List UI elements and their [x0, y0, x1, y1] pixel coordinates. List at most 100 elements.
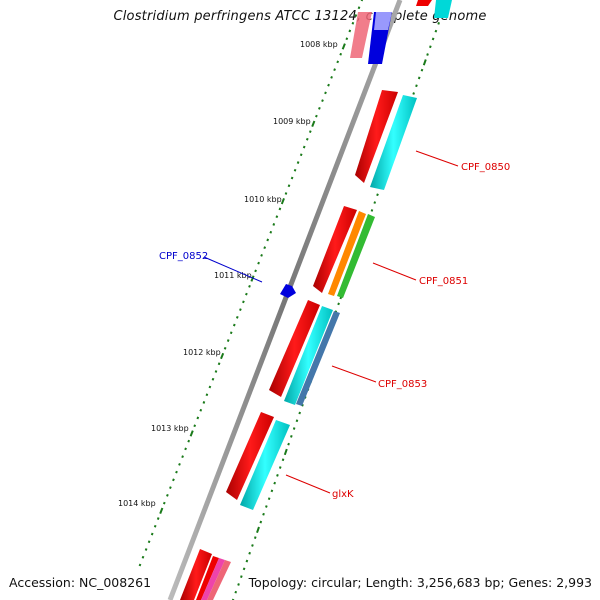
- gene-label-cpf0852[interactable]: CPF_0852: [159, 251, 208, 262]
- gene-block-cpf0853: [269, 300, 340, 406]
- gene-label-glxk[interactable]: glxK: [332, 489, 354, 500]
- minor-tick: [295, 419, 299, 423]
- gene-label-cpf0850[interactable]: CPF_0850: [461, 162, 510, 173]
- minor-tick: [298, 411, 302, 415]
- gene-feature: [207, 560, 231, 600]
- minor-tick: [208, 385, 212, 389]
- minor-tick: [239, 308, 242, 311]
- minor-tick: [150, 532, 154, 536]
- gene-feature: [374, 12, 392, 30]
- minor-tick: [263, 246, 267, 250]
- kbp-labels: 1008 kbp 1009 kbp 1010 kbp 1011 kbp 1012…: [118, 40, 338, 508]
- minor-tick: [301, 403, 304, 407]
- minor-tick: [370, 209, 374, 212]
- minor-tick: [147, 540, 151, 544]
- gene-block-top: [350, 0, 452, 64]
- gene-label-cpf0853[interactable]: CPF_0853: [378, 379, 427, 390]
- gene-feature: [434, 0, 452, 18]
- minor-tick: [242, 300, 245, 304]
- minor-tick: [199, 408, 203, 412]
- minor-tick: [337, 302, 340, 306]
- minor-tick: [270, 489, 274, 493]
- gene-feature: [296, 311, 340, 406]
- minor-tick: [235, 315, 239, 319]
- minor-tick: [141, 555, 145, 559]
- gene-label-cpf0851[interactable]: CPF_0851: [419, 276, 468, 287]
- minor-tick: [254, 269, 257, 273]
- minor-tick: [193, 424, 197, 428]
- genome-backbone: [167, 0, 403, 600]
- minor-tick: [275, 215, 279, 219]
- minor-tick: [138, 563, 142, 567]
- gene-feature: [355, 90, 398, 183]
- gene-feature: [226, 412, 274, 500]
- kbp-label: 1010 kbp: [244, 195, 282, 204]
- minor-tick: [156, 517, 160, 520]
- gene-block-bottom: [180, 549, 231, 600]
- major-tick: [220, 352, 225, 360]
- major-tick: [256, 526, 260, 534]
- minor-tick: [248, 284, 251, 288]
- gene-feature: [416, 0, 432, 6]
- outer-tick-ring: [231, 0, 449, 600]
- accession-label: Accession: NC_008261: [9, 575, 152, 590]
- inner-tick-ring: [138, 0, 364, 567]
- gene-feature: [328, 211, 366, 296]
- minor-tick: [196, 416, 200, 420]
- gene-feature-cpf0852: [280, 284, 296, 298]
- kbp-label: 1011 kbp: [214, 271, 252, 280]
- minor-tick: [178, 463, 181, 466]
- gene-feature: [180, 549, 212, 600]
- minor-tick: [318, 106, 321, 110]
- kbp-label: 1014 kbp: [118, 499, 156, 508]
- minor-tick: [426, 53, 429, 56]
- minor-tick: [153, 524, 157, 528]
- gene-feature: [196, 556, 219, 600]
- label-leaders: [203, 150, 459, 494]
- minor-tick: [287, 442, 290, 446]
- kbp-label: 1008 kbp: [300, 40, 338, 49]
- minor-tick: [169, 486, 172, 489]
- minor-tick: [302, 145, 306, 149]
- minor-tick: [287, 184, 291, 188]
- minor-tick: [308, 130, 312, 133]
- minor-tick: [431, 37, 435, 41]
- minor-tick: [281, 458, 285, 462]
- minor-tick: [321, 99, 324, 102]
- minor-tick: [175, 470, 178, 474]
- minor-tick: [412, 92, 415, 95]
- minor-tick: [324, 91, 327, 95]
- minor-tick: [259, 520, 263, 524]
- gene-block-cpf0851: [313, 206, 375, 298]
- minor-tick: [265, 505, 268, 508]
- minor-tick: [187, 439, 191, 443]
- minor-tick: [299, 153, 303, 157]
- minor-tick: [229, 331, 233, 335]
- minor-tick: [202, 401, 206, 404]
- major-tick: [283, 448, 288, 456]
- gene-feature: [240, 420, 290, 510]
- minor-tick: [437, 21, 440, 25]
- gene-feature: [269, 300, 320, 397]
- minor-tick: [181, 455, 184, 459]
- minor-tick: [360, 0, 364, 2]
- minor-tick: [248, 551, 251, 555]
- minor-tick: [336, 60, 340, 64]
- minor-tick: [205, 393, 209, 397]
- minor-tick: [242, 567, 246, 571]
- minor-tick: [273, 481, 277, 485]
- minor-tick: [305, 137, 309, 141]
- minor-tick: [348, 29, 352, 33]
- minor-tick: [223, 346, 227, 350]
- major-tick: [341, 43, 346, 50]
- gene-feature: [370, 95, 417, 190]
- minor-tick: [267, 497, 271, 501]
- minor-tick: [434, 29, 438, 33]
- kbp-label: 1009 kbp: [273, 117, 311, 126]
- gene-feature: [350, 12, 372, 58]
- gene-feature: [337, 214, 375, 298]
- minor-tick: [290, 176, 294, 180]
- minor-tick: [330, 76, 333, 79]
- minor-tick: [376, 193, 379, 197]
